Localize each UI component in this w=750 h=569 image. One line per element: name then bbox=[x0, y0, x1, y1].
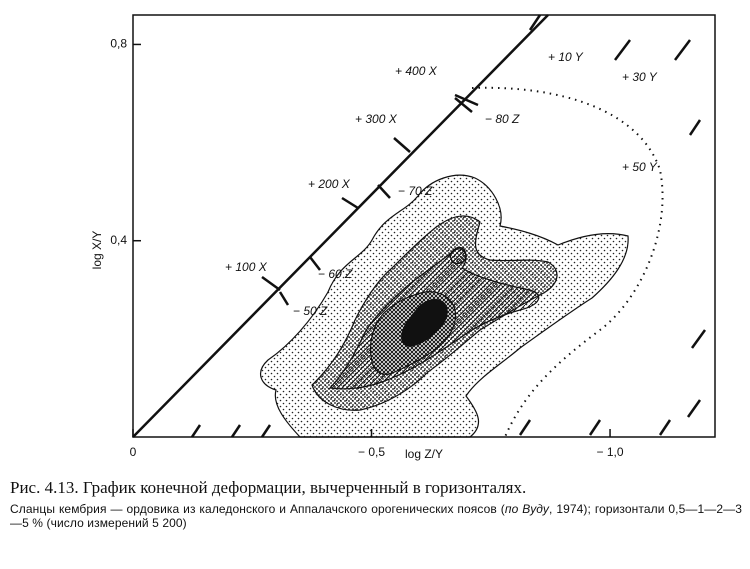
y-tick-label: 0,8 bbox=[110, 37, 127, 51]
y-tick-label: 0,4 bbox=[110, 233, 127, 247]
contour-5 bbox=[401, 299, 448, 347]
x-tick-label: − 1,0 bbox=[597, 445, 624, 459]
caption-title: Рис. 4.13. График конечной деформации, в… bbox=[10, 478, 527, 497]
equal-strain-line bbox=[132, 14, 549, 438]
contour-small bbox=[449, 246, 467, 265]
caption-note: Сланцы кембрия — ордовика из каледонског… bbox=[10, 502, 742, 530]
annotation: + 200 X bbox=[308, 177, 351, 191]
dotted-boundary bbox=[471, 86, 664, 438]
chart: log Z/Y log X/Y 0 − 0,5 − 1,0 0,4 0,8 + 400 X… bbox=[90, 14, 716, 461]
caption-text: Сланцы кембрия — ордовика из каледонског… bbox=[10, 502, 505, 516]
annotation: + 10 Y bbox=[548, 50, 584, 64]
annotation: + 50 Y bbox=[622, 160, 658, 174]
annotation: + 400 X bbox=[395, 64, 438, 78]
annotation: − 50 Z bbox=[293, 304, 328, 318]
annotation: + 30 Y bbox=[622, 70, 658, 84]
x-tick-label: − 0,5 bbox=[358, 445, 385, 459]
strain-ticks bbox=[190, 14, 707, 438]
caption-author: по Вуду bbox=[504, 502, 549, 516]
y-axis-label: log X/Y bbox=[90, 231, 104, 270]
annotation: + 300 X bbox=[355, 112, 398, 126]
caption: Рис. 4.13. График конечной деформации, в… bbox=[10, 478, 742, 530]
x-axis-label: log Z/Y bbox=[405, 447, 443, 461]
annotation: − 80 Z bbox=[485, 112, 520, 126]
contours bbox=[260, 174, 629, 438]
annotation: − 60 Z bbox=[318, 267, 353, 281]
x-tick-label: 0 bbox=[130, 445, 137, 459]
caption-text: , 1974); горизонтали 0,5—1—2—3—5 % (числ… bbox=[10, 502, 742, 530]
annotation: + 100 X bbox=[225, 260, 268, 274]
annotation: − 70 Z bbox=[398, 184, 433, 198]
